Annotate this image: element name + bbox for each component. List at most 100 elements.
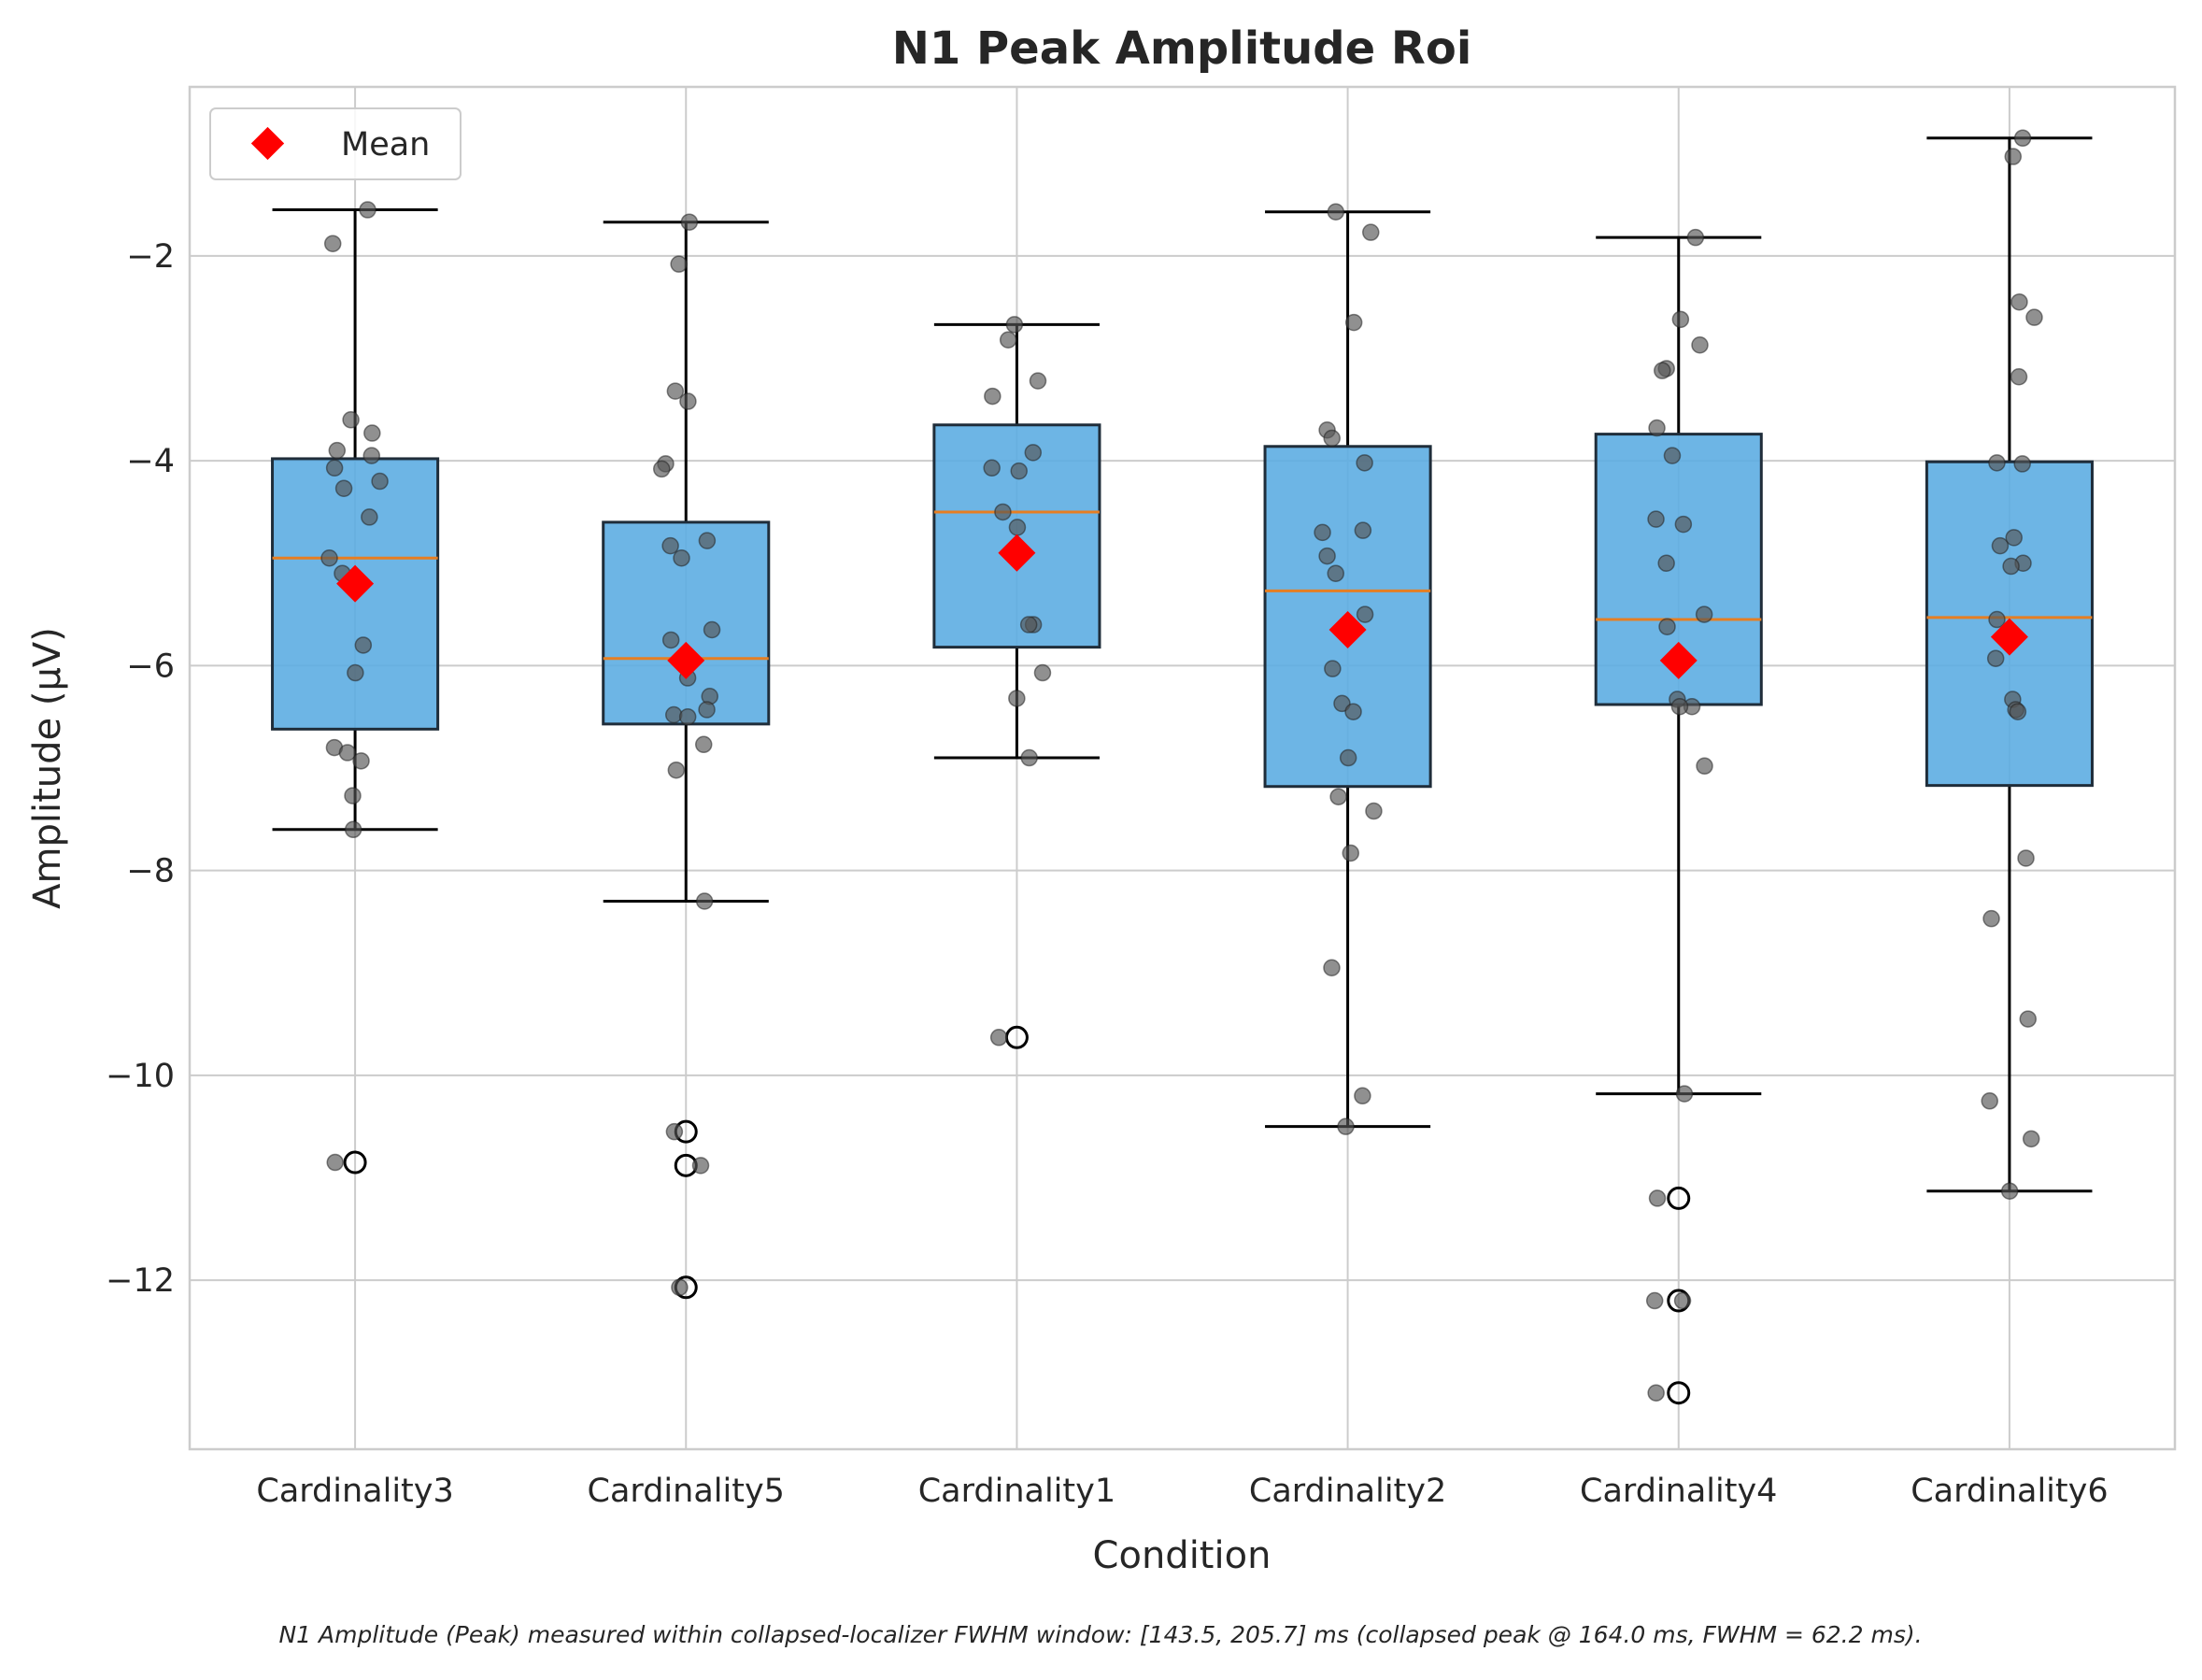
outlier-marker xyxy=(1667,1381,1691,1405)
data-point xyxy=(1356,454,1373,472)
data-point xyxy=(1318,547,1336,565)
data-point xyxy=(1020,748,1038,767)
data-point xyxy=(694,735,713,754)
data-point xyxy=(2013,455,2031,473)
data-point xyxy=(994,503,1012,521)
data-point xyxy=(670,255,688,273)
data-point xyxy=(371,472,389,491)
legend: Mean xyxy=(209,107,462,180)
data-point xyxy=(2019,1010,2037,1028)
x-tick-label: Cardinality5 xyxy=(588,1473,785,1510)
data-point xyxy=(1981,1092,1998,1110)
data-point xyxy=(695,892,714,910)
data-point xyxy=(680,213,699,231)
data-point xyxy=(1005,316,1024,334)
data-point xyxy=(1988,610,2006,629)
data-point xyxy=(1008,519,1027,536)
mean-marker xyxy=(1328,611,1367,649)
data-point xyxy=(2004,148,2023,165)
data-point xyxy=(1323,429,1341,448)
data-point xyxy=(2009,703,2027,720)
data-point xyxy=(344,820,362,839)
data-point xyxy=(1648,419,1666,437)
x-tick-label: Cardinality4 xyxy=(1580,1473,1777,1510)
data-point xyxy=(2000,1182,2019,1200)
data-point xyxy=(1010,462,1028,480)
x-tick-label: Cardinality6 xyxy=(1911,1473,2108,1510)
data-point xyxy=(325,459,344,477)
data-point xyxy=(334,479,353,497)
legend-mean-label: Mean xyxy=(341,126,430,164)
data-point xyxy=(347,663,364,682)
data-point xyxy=(1986,649,2005,667)
data-point xyxy=(983,459,1001,477)
data-point xyxy=(323,235,342,252)
data-point xyxy=(653,460,671,478)
data-point xyxy=(361,508,378,526)
mean-marker xyxy=(1990,618,2028,656)
data-point xyxy=(352,752,370,770)
data-point xyxy=(1648,1189,1667,1207)
data-point xyxy=(698,701,716,719)
y-tick-label: −8 xyxy=(126,853,175,890)
legend-box xyxy=(209,107,462,180)
y-tick-label: −10 xyxy=(106,1058,175,1095)
data-point xyxy=(661,631,680,649)
data-point xyxy=(671,1278,689,1297)
tick-layer: −2 −4 −6 −8 −10 −12 Cardinality3 Cardinality5 Ca… xyxy=(106,238,2108,1510)
y-tick-label: −4 xyxy=(126,443,175,480)
data-point xyxy=(999,331,1017,349)
data-point xyxy=(1658,618,1676,635)
data-point xyxy=(344,787,362,804)
data-point xyxy=(326,1153,344,1172)
data-point xyxy=(1344,313,1363,332)
y-tick-label: −12 xyxy=(106,1262,175,1300)
data-point xyxy=(1008,690,1026,707)
data-point xyxy=(1344,703,1362,720)
mean-marker xyxy=(998,534,1036,572)
data-point xyxy=(665,1122,684,1141)
data-point xyxy=(1670,697,1689,716)
data-point xyxy=(1024,444,1043,462)
data-point xyxy=(1988,454,2006,472)
data-point xyxy=(338,744,357,762)
x-tick-label: Cardinality2 xyxy=(1249,1473,1446,1510)
data-point xyxy=(1365,802,1383,820)
mean-layer xyxy=(336,534,2028,679)
data-point xyxy=(1671,310,1690,329)
data-point xyxy=(1647,1384,1665,1402)
data-point xyxy=(1663,447,1682,464)
data-point xyxy=(1695,605,1713,623)
data-point xyxy=(1991,536,2010,555)
data-point xyxy=(1691,336,1709,354)
data-point xyxy=(2010,367,2028,386)
data-point xyxy=(2022,1130,2040,1148)
data-point xyxy=(1314,523,1331,542)
y-axis-label: Amplitude (µV) xyxy=(26,627,69,909)
y-tick-label: −2 xyxy=(126,238,175,276)
data-point xyxy=(1982,909,2000,928)
data-point xyxy=(1657,554,1675,573)
mean-marker xyxy=(667,641,705,679)
data-point xyxy=(679,392,697,410)
data-point xyxy=(2010,292,2028,311)
data-point xyxy=(2017,849,2035,867)
data-point xyxy=(666,382,685,400)
data-point xyxy=(1323,959,1341,977)
data-point xyxy=(359,201,376,219)
x-axis-label: Condition xyxy=(1093,1534,1271,1577)
data-point xyxy=(354,636,373,654)
data-point xyxy=(673,549,690,567)
point-layer xyxy=(320,129,2043,1402)
data-point xyxy=(1324,660,1342,677)
data-point xyxy=(1019,616,1038,634)
data-point xyxy=(342,411,360,429)
data-point xyxy=(1327,564,1344,582)
x-tick-label: Cardinality1 xyxy=(918,1473,1115,1510)
y-tick-label: −6 xyxy=(126,648,175,685)
data-point xyxy=(363,424,381,442)
data-point xyxy=(698,532,717,549)
data-point xyxy=(320,549,338,567)
